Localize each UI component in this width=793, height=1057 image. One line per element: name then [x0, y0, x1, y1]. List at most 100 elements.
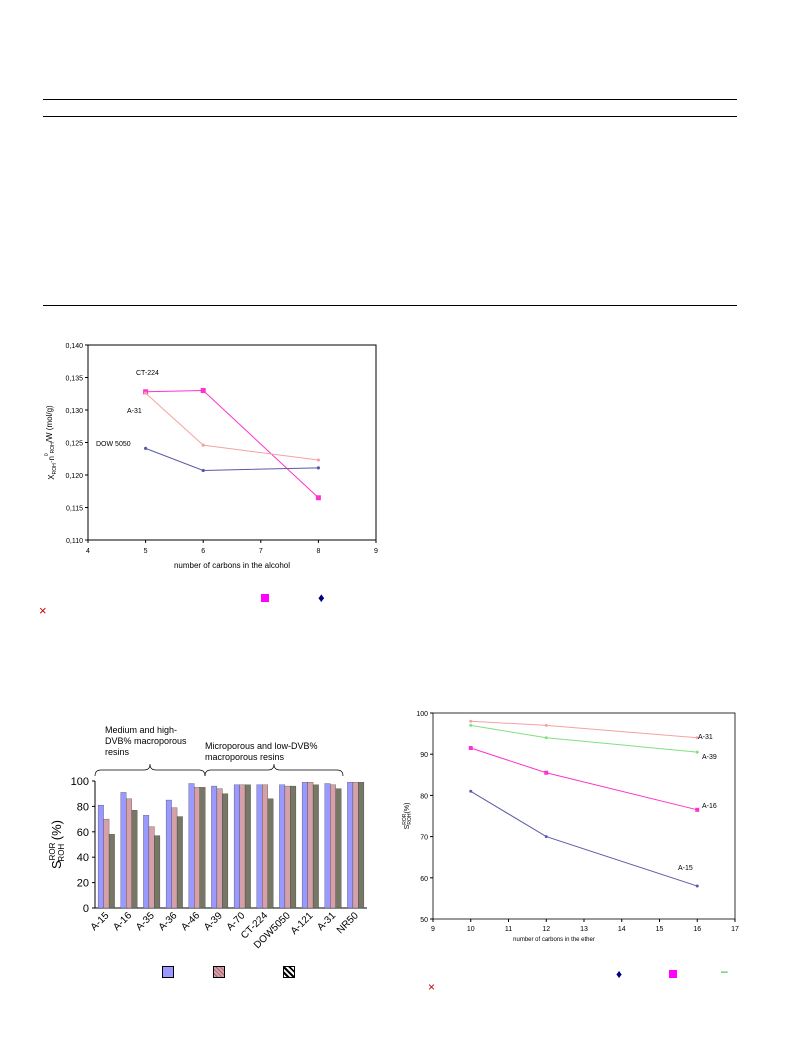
data-point: [201, 468, 205, 473]
category-label: A-39: [202, 910, 225, 933]
bar: [199, 787, 206, 909]
annotation-macroporous-line1: Medium and high-: [105, 725, 177, 735]
y-tick-label: 50: [420, 917, 428, 924]
y-tick-label: 0,125: [65, 441, 83, 448]
y-tick-label: 0,115: [66, 506, 83, 513]
bar: [262, 784, 268, 909]
y-tick-label: 40: [77, 852, 89, 864]
x-tick-label: 9: [374, 548, 378, 555]
data-point: [469, 723, 473, 727]
bar: [307, 782, 314, 909]
x-tick-label: 9: [431, 926, 435, 933]
bar: [103, 818, 110, 909]
series-label: CT-224: [136, 370, 159, 377]
y-tick-label: 60: [420, 876, 428, 883]
annotation-microporous-line2: macroporous resins: [205, 752, 285, 762]
x-tick-label: 15: [656, 926, 664, 933]
data-point: [316, 466, 320, 470]
data-point: [695, 884, 699, 888]
table-header-rule: [43, 116, 737, 117]
data-point: [315, 495, 321, 501]
data-point: [544, 736, 548, 740]
series-label: DOW 5050: [96, 441, 131, 448]
data-point: [469, 719, 473, 723]
bar: [222, 793, 229, 909]
series-label: A-39: [702, 754, 717, 761]
y-tick-label: 80: [420, 793, 428, 800]
plot-area: [87, 344, 377, 541]
legend-swatch-series-3: [283, 966, 295, 978]
plot-area: [432, 712, 736, 920]
y-tick-label: 0: [83, 903, 89, 915]
category-label: NR50: [335, 910, 361, 936]
bar: [244, 784, 251, 909]
bar: [154, 835, 161, 909]
category-label: A-35: [134, 910, 157, 933]
bar: [131, 810, 138, 909]
y-axis-label: SRORROH(%): [402, 803, 413, 830]
legend-marker-a31: ×: [39, 603, 47, 618]
data-point: [544, 723, 548, 727]
y-axis-label: XROH·n0ROH/W (mol/g): [44, 405, 58, 480]
y-tick-label: 60: [77, 827, 89, 839]
bar: [290, 785, 297, 909]
y-tick-label: 0,135: [65, 376, 83, 383]
bar: [239, 784, 246, 909]
table-top-rule: [43, 99, 737, 100]
brace-microporous: [204, 763, 344, 777]
category-label: A-46: [179, 910, 202, 933]
x-tick-label: 16: [693, 926, 701, 933]
bar: [279, 784, 286, 909]
bar: [165, 799, 172, 909]
category-label: A-121: [289, 910, 316, 937]
bar: [216, 788, 223, 909]
x-tick-label: 6: [201, 548, 205, 555]
bar: [347, 782, 354, 909]
data-point: [695, 736, 699, 740]
bar: [143, 815, 150, 909]
x-tick-label: 12: [542, 926, 550, 933]
data-point: [469, 789, 473, 793]
y-tick-label: 0,140: [65, 343, 83, 350]
data-point: [316, 458, 320, 462]
figure-ether-chart: 50 60 70 80 90 100 9 10 11 12 13 14 15 16 17 number of …: [402, 711, 739, 943]
y-axis-label: SRORROH (%): [48, 820, 66, 869]
bar: [211, 785, 218, 909]
series-label: A-31: [698, 734, 713, 741]
y-tick-label: 0,130: [65, 408, 83, 415]
y-tick-label: 100: [416, 711, 428, 718]
bar: [148, 826, 155, 909]
legend-marker-a15: ♦: [616, 967, 623, 981]
bar: [188, 783, 195, 909]
bar: [126, 798, 132, 909]
series-label: A-15: [678, 865, 693, 872]
bar: [171, 807, 178, 909]
legend-marker-dow5050: ♦: [318, 590, 325, 605]
x-tick-label: 11: [505, 926, 512, 933]
bar: [358, 782, 365, 909]
data-point: [144, 391, 148, 395]
brace-macroporous: [94, 763, 206, 777]
y-tick-label: 0,110: [66, 538, 83, 545]
legend-swatch-series-1: [162, 966, 174, 978]
data-point: [544, 770, 549, 775]
bar: [284, 785, 291, 909]
x-axis-label: number of carbons in the ether: [513, 937, 595, 943]
series-label: A-16: [702, 803, 717, 810]
bar: [194, 787, 200, 909]
bar: [301, 782, 308, 909]
y-tick-label: 20: [77, 878, 89, 890]
annotation-microporous-line1: Microporous and low-DVB%: [205, 741, 318, 751]
data-point: [144, 446, 148, 450]
bar: [330, 784, 336, 909]
x-tick-label: 14: [618, 926, 626, 933]
x-axis-label: number of carbons in the alcohol: [174, 561, 290, 570]
bar: [120, 792, 127, 909]
y-tick-label: 90: [420, 752, 428, 759]
bar: [267, 798, 274, 909]
bar: [176, 816, 183, 909]
bar: [335, 788, 342, 909]
x-tick-label: 5: [144, 548, 148, 555]
y-tick-label: 70: [420, 835, 428, 842]
x-tick-label: 7: [259, 548, 263, 555]
